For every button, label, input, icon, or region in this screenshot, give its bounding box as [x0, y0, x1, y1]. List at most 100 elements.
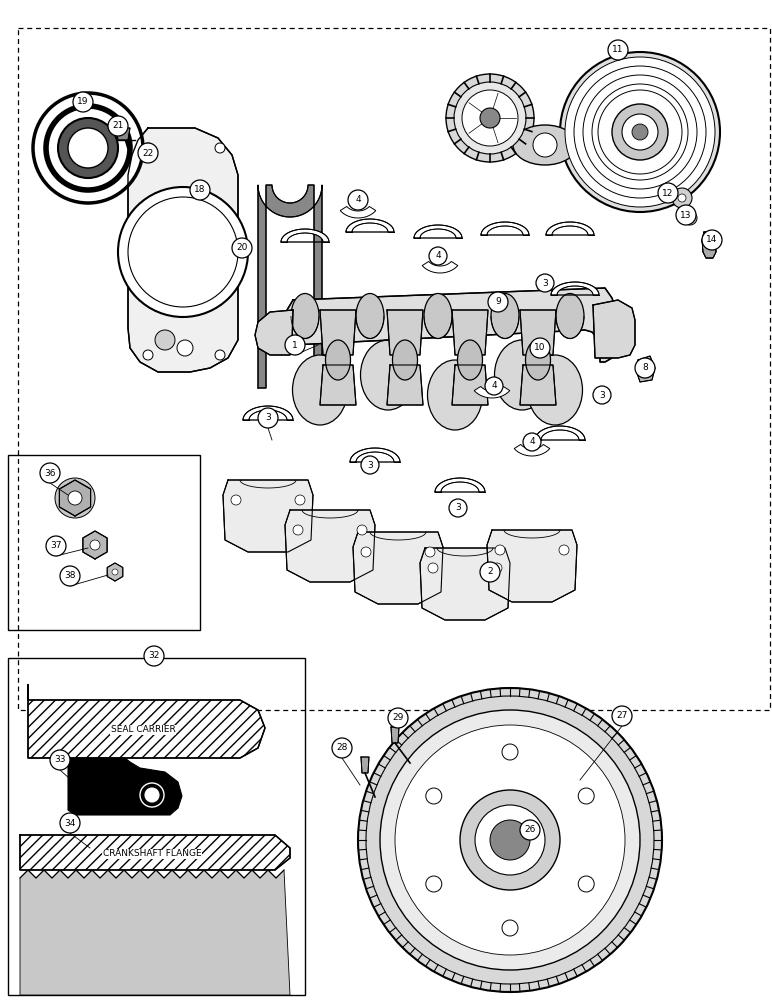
Polygon shape [387, 365, 423, 405]
Polygon shape [128, 128, 238, 372]
Circle shape [426, 788, 442, 804]
Circle shape [231, 495, 241, 505]
Text: 11: 11 [612, 45, 624, 54]
Circle shape [332, 738, 352, 758]
Polygon shape [243, 406, 293, 420]
Text: 9: 9 [495, 298, 501, 306]
Text: 3: 3 [455, 504, 461, 512]
Text: 32: 32 [148, 652, 160, 660]
Polygon shape [474, 386, 510, 398]
Circle shape [574, 66, 706, 198]
Circle shape [578, 788, 594, 804]
Text: 29: 29 [392, 714, 404, 722]
Ellipse shape [392, 340, 418, 380]
Circle shape [67, 490, 83, 506]
Polygon shape [59, 480, 90, 516]
Circle shape [429, 247, 447, 265]
Circle shape [90, 540, 100, 550]
Polygon shape [593, 300, 635, 358]
Text: 21: 21 [112, 121, 124, 130]
Polygon shape [546, 222, 594, 235]
Circle shape [632, 124, 648, 140]
Circle shape [475, 805, 545, 875]
Ellipse shape [491, 294, 519, 338]
Text: 3: 3 [542, 278, 548, 288]
Polygon shape [258, 185, 322, 388]
Polygon shape [116, 128, 130, 140]
Circle shape [348, 190, 368, 210]
Polygon shape [285, 288, 618, 362]
Circle shape [428, 563, 438, 573]
Ellipse shape [326, 340, 350, 380]
Circle shape [480, 108, 500, 128]
Polygon shape [255, 310, 293, 355]
Ellipse shape [513, 125, 577, 165]
Text: 4: 4 [491, 381, 497, 390]
Circle shape [128, 197, 238, 307]
Polygon shape [340, 206, 376, 218]
Polygon shape [452, 310, 488, 355]
Circle shape [61, 484, 89, 512]
Circle shape [60, 813, 80, 833]
Ellipse shape [556, 294, 584, 338]
Polygon shape [551, 282, 599, 295]
Polygon shape [320, 365, 356, 405]
Ellipse shape [293, 355, 347, 425]
Circle shape [108, 116, 128, 136]
Circle shape [560, 52, 720, 212]
Text: SEAL CARRIER: SEAL CARRIER [110, 726, 175, 734]
Circle shape [40, 463, 60, 483]
Text: 19: 19 [77, 98, 89, 106]
Circle shape [388, 708, 408, 728]
Circle shape [143, 350, 153, 360]
Text: 38: 38 [64, 572, 76, 580]
Ellipse shape [495, 340, 550, 410]
Circle shape [68, 128, 108, 168]
Circle shape [138, 143, 158, 163]
Text: 22: 22 [142, 148, 154, 157]
Ellipse shape [361, 340, 415, 410]
Text: 20: 20 [236, 243, 248, 252]
Circle shape [523, 433, 541, 451]
Polygon shape [520, 310, 556, 355]
Circle shape [583, 75, 697, 189]
Ellipse shape [526, 340, 550, 380]
Circle shape [495, 545, 505, 555]
Circle shape [608, 40, 628, 60]
Circle shape [68, 491, 82, 505]
Polygon shape [361, 757, 369, 773]
Circle shape [678, 194, 686, 202]
Polygon shape [285, 510, 375, 582]
Ellipse shape [527, 355, 583, 425]
Circle shape [530, 338, 550, 358]
Polygon shape [83, 531, 107, 559]
Circle shape [425, 547, 435, 557]
Circle shape [50, 750, 70, 770]
Text: 3: 3 [367, 460, 373, 470]
Polygon shape [702, 232, 716, 258]
Circle shape [361, 456, 379, 474]
Text: 1: 1 [292, 340, 298, 350]
Circle shape [502, 744, 518, 760]
Polygon shape [487, 530, 577, 602]
Circle shape [612, 104, 668, 160]
Polygon shape [20, 835, 290, 870]
Text: CRANKSHAFT FLANGE: CRANKSHAFT FLANGE [103, 850, 201, 858]
Text: 10: 10 [534, 344, 546, 353]
Polygon shape [281, 229, 329, 242]
Polygon shape [391, 727, 399, 743]
Text: 12: 12 [662, 188, 674, 198]
Polygon shape [350, 448, 400, 462]
Circle shape [55, 478, 95, 518]
Text: 33: 33 [54, 756, 66, 764]
Circle shape [366, 696, 654, 984]
Circle shape [118, 187, 248, 317]
Circle shape [358, 688, 662, 992]
Polygon shape [636, 356, 655, 382]
Text: 13: 13 [680, 211, 692, 220]
Ellipse shape [424, 294, 452, 338]
Circle shape [380, 710, 640, 970]
Polygon shape [320, 310, 356, 355]
Circle shape [190, 180, 210, 200]
Circle shape [33, 93, 143, 203]
